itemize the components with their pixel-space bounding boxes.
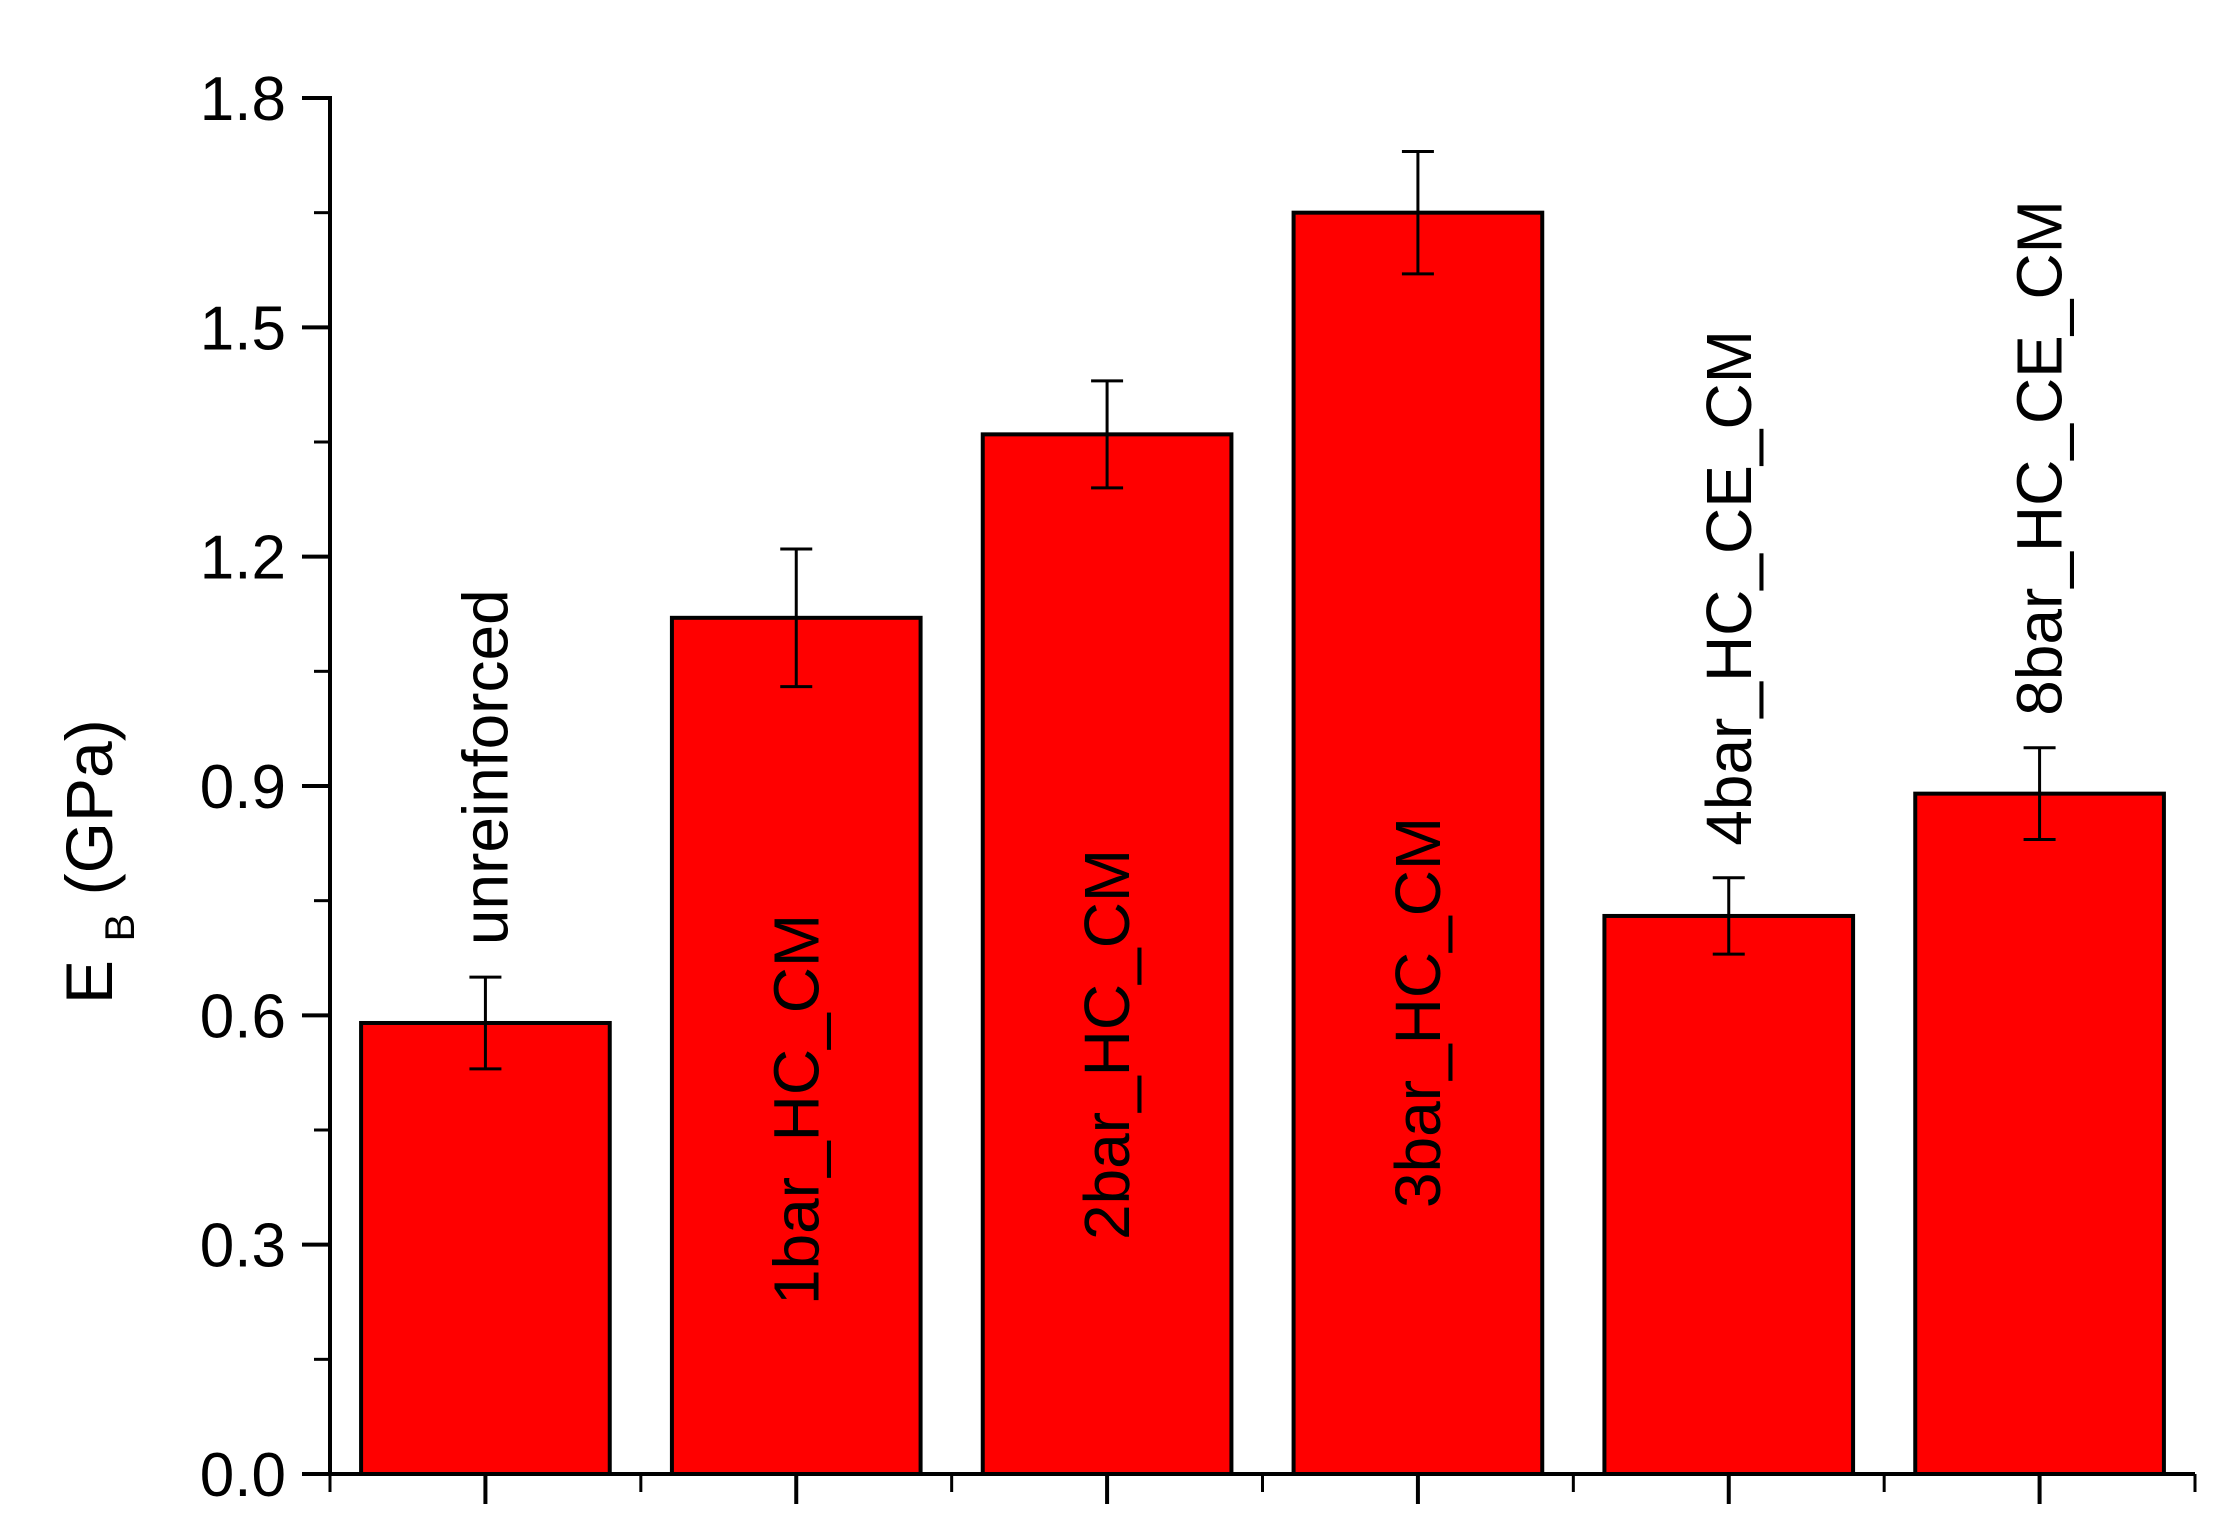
- y-tick-label: 1.5: [200, 294, 286, 363]
- y-tick-label: 0.6: [200, 982, 286, 1051]
- bar-4bar_HC_CE_CM: [1602, 913, 1856, 1476]
- bar-label-2bar_HC_CM: 2bar_HC_CM: [1071, 849, 1143, 1240]
- y-axis-label-unit: (GPa): [52, 719, 126, 895]
- error-bars-group: [469, 150, 2056, 1071]
- bar-label-8bar_HC_CE_CM: 8bar_HC_CE_CM: [2004, 200, 2076, 716]
- bars-group: [359, 210, 2166, 1477]
- bar-label-3bar_HC_CM: 3bar_HC_CM: [1382, 817, 1454, 1208]
- y-axis-label: E B (GPa): [52, 719, 148, 1004]
- bar-label-unreinforced: unreinforced: [449, 589, 521, 945]
- y-tick-label: 0.9: [200, 753, 286, 822]
- bar-label-4bar_HC_CE_CM: 4bar_HC_CE_CM: [1693, 330, 1765, 846]
- bar-2bar_HC_CM: [980, 432, 1234, 1476]
- bar-1bar_HC_CM: [669, 615, 923, 1476]
- bar-label-1bar_HC_CM: 1bar_HC_CM: [760, 914, 832, 1305]
- x-ticks-group: [328, 1474, 2197, 1504]
- y-axis-label-main: E: [52, 960, 126, 1004]
- y-tick-label: 0.3: [200, 1212, 286, 1281]
- y-tick-label: 1.2: [200, 524, 286, 593]
- bar-8bar_HC_CE_CM: [1913, 791, 2166, 1476]
- y-axis-label-subscript: B: [96, 914, 143, 942]
- y-ticks-group: 0.0 0.3 0.6 0.9 1.2 1.5 1.8: [200, 65, 330, 1510]
- y-tick-label: 0.0: [200, 1441, 286, 1510]
- y-tick-label: 1.8: [200, 65, 286, 134]
- svg-text:E B (GPa): E B (GPa): [52, 719, 148, 1004]
- bar-labels-group: unreinforced 1bar_HC_CM 2bar_HC_CM 3bar_HC_…: [449, 200, 2075, 1305]
- bar-unreinforced: [359, 1020, 612, 1476]
